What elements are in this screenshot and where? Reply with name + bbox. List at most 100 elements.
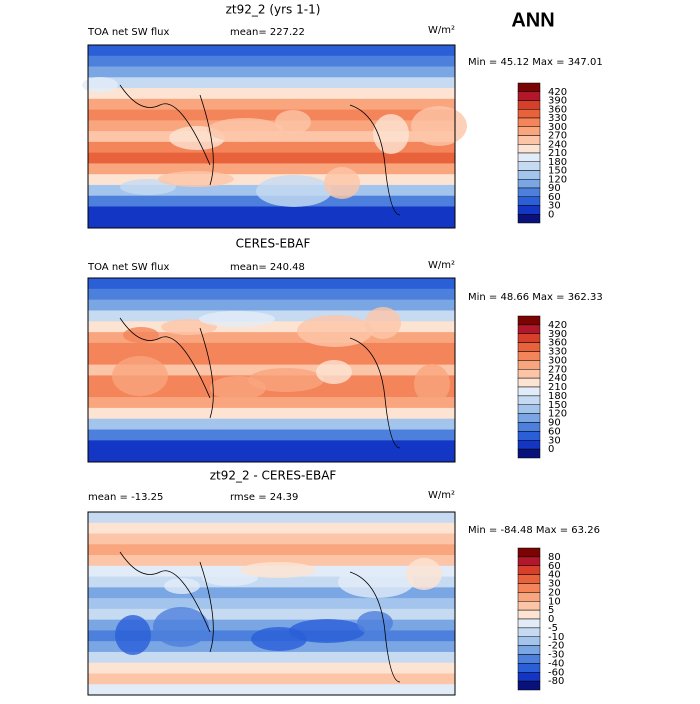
colorbar-box: [517, 636, 541, 646]
left-label: TOA net SW flux: [87, 27, 169, 38]
colorbar-label: 210: [548, 382, 567, 393]
map-band: [88, 429, 455, 441]
units: W/m²: [428, 490, 455, 501]
map-patch: [297, 315, 373, 347]
colorbar-label: 150: [548, 166, 567, 177]
map-band: [88, 332, 455, 344]
colorbar-label: 90: [548, 183, 561, 194]
colorbar-box: [517, 680, 541, 691]
map-band: [88, 152, 455, 164]
panel-title: zt92_2 (yrs 1-1): [226, 3, 321, 17]
map-band: [88, 407, 455, 420]
colorbar-label: 30: [548, 435, 561, 446]
season-title: ANN: [511, 9, 554, 31]
colorbar-label: 390: [548, 96, 567, 107]
map-patch: [123, 327, 159, 343]
colorbar-box: [517, 672, 541, 682]
map-band: [88, 684, 455, 696]
panel-title: CERES-EBAF: [236, 237, 311, 251]
map-band: [88, 512, 455, 524]
colorbar-label: 420: [548, 87, 567, 98]
map-patch: [411, 106, 467, 146]
colorbar-label: 270: [548, 364, 567, 375]
left-label: TOA net SW flux: [87, 262, 169, 273]
map-band: [88, 598, 455, 610]
colorbar-label: 60: [548, 561, 561, 572]
colorbar-label: 180: [548, 391, 567, 402]
map-band: [88, 55, 455, 68]
colorbar-box: [517, 126, 541, 136]
map-patch: [373, 114, 409, 154]
colorbar-label: 330: [548, 347, 567, 358]
colorbar-box: [517, 645, 541, 655]
map-band: [88, 576, 455, 588]
colorbar-box: [517, 179, 541, 189]
map-band: [88, 66, 455, 78]
map-band: [88, 141, 455, 154]
colorbar-label: 360: [548, 338, 567, 349]
map-band: [88, 522, 455, 535]
colorbar-label: -80: [548, 676, 564, 687]
colorbar-label: 120: [548, 409, 567, 420]
map-patch: [115, 615, 151, 655]
colorbar-box: [517, 583, 541, 593]
colorbar-box: [517, 386, 541, 397]
colorbar-box: [517, 601, 541, 611]
colorbar-label: 30: [548, 201, 561, 212]
map-band: [88, 555, 455, 567]
stat-label: mean= 240.48: [230, 262, 305, 273]
colorbar-box: [517, 663, 541, 673]
colorbar-label: 0: [548, 614, 554, 625]
colorbar-box: [517, 360, 541, 370]
colorbar-box: [517, 440, 541, 450]
map-band: [88, 673, 455, 685]
map-patch: [207, 118, 283, 142]
colorbar-label: 20: [548, 587, 561, 598]
map-patch: [414, 364, 450, 404]
range-label: Min = 45.12 Max = 347.01: [468, 57, 603, 68]
colorbar-label: 180: [548, 157, 567, 168]
map-patch: [158, 171, 234, 187]
map-band: [88, 451, 455, 463]
map-patch: [256, 175, 332, 207]
map-frame: [87, 44, 456, 229]
colorbar-box: [517, 627, 541, 637]
colorbar-label: 30: [548, 579, 561, 590]
colorbar-box: [517, 135, 541, 145]
coastline: [119, 317, 401, 449]
colorbar-box: [517, 170, 541, 180]
map-band: [88, 45, 455, 57]
colorbar-box: [517, 342, 541, 352]
coastline: [119, 551, 401, 683]
colorbar-box: [517, 144, 541, 154]
colorbar-box: [517, 214, 541, 224]
colorbar-box: [517, 422, 541, 432]
map-band: [88, 651, 455, 664]
colorbar-box: [517, 100, 541, 110]
map-band: [88, 217, 455, 229]
colorbar-box: [517, 196, 541, 206]
map-band: [88, 418, 455, 431]
colorbar-box: [517, 556, 541, 566]
colorbar-label: -10: [548, 632, 564, 643]
colorbar-label: 390: [548, 329, 567, 340]
colorbar-label: 240: [548, 139, 567, 150]
colorbar-label: 90: [548, 418, 561, 429]
colorbar-box: [517, 333, 541, 343]
left-label: mean = -13.25: [88, 492, 163, 503]
stat-label: rmse = 24.39: [230, 492, 298, 503]
panel-title: zt92_2 - CERES-EBAF: [210, 469, 337, 483]
map-band: [88, 587, 455, 599]
colorbar-label: 300: [548, 355, 567, 366]
map-patch: [164, 578, 200, 594]
colorbar-box: [517, 413, 541, 423]
map-patch: [202, 570, 258, 586]
map-band: [88, 299, 455, 311]
colorbar-label: -30: [548, 650, 564, 661]
map-patch: [240, 562, 316, 578]
map-patch: [406, 558, 442, 590]
colorbar-label: 10: [548, 596, 561, 607]
colorbar-box: [517, 609, 541, 620]
colorbar-label: 0: [548, 209, 554, 220]
